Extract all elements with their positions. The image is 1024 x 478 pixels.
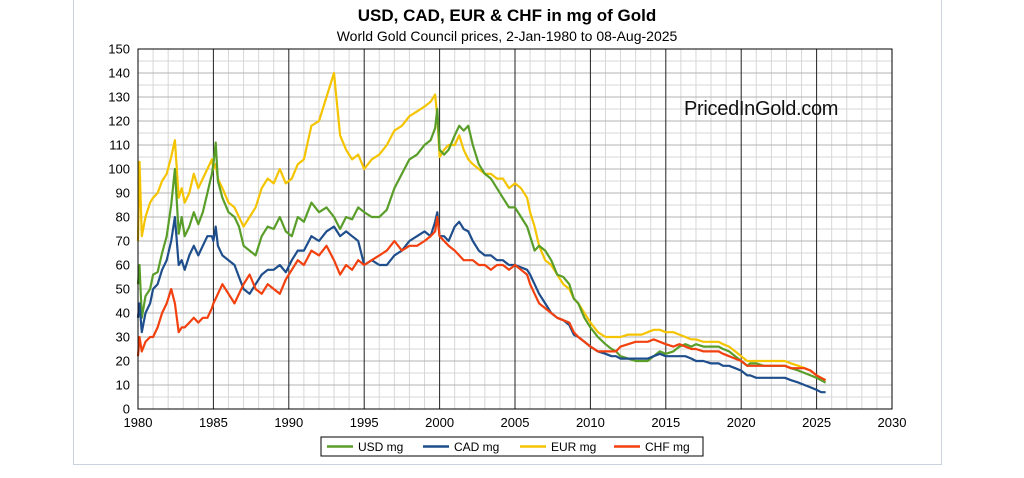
x-tick-label: 2010 bbox=[576, 415, 605, 430]
y-tick-label: 150 bbox=[108, 42, 130, 57]
series-line-chf-mg bbox=[136, 215, 827, 382]
y-tick-label: 20 bbox=[116, 354, 130, 369]
legend: USD mg CAD mg EUR mg CHF mg bbox=[320, 436, 704, 457]
y-tick-label: 10 bbox=[116, 378, 130, 393]
x-tick-label: 1995 bbox=[350, 415, 379, 430]
legend-label: EUR mg bbox=[551, 440, 596, 454]
x-tick-label: 2015 bbox=[651, 415, 680, 430]
y-tick-label: 130 bbox=[108, 90, 130, 105]
plot-border bbox=[137, 48, 893, 410]
y-tick-label: 50 bbox=[116, 282, 130, 297]
series-layer bbox=[136, 71, 827, 394]
chart-subtitle: World Gold Council prices, 2-Jan-1980 to… bbox=[337, 28, 678, 44]
series-line-cad-mg bbox=[136, 211, 826, 394]
watermark: PricedInGold.com bbox=[684, 98, 838, 120]
y-tick-label: 90 bbox=[116, 186, 130, 201]
legend-label: USD mg bbox=[358, 440, 403, 454]
y-tick-label: 30 bbox=[116, 330, 130, 345]
chart-title: USD, CAD, EUR & CHF in mg of Gold bbox=[358, 6, 656, 25]
series-line-usd-mg bbox=[136, 107, 827, 384]
x-tick-label: 2005 bbox=[501, 415, 530, 430]
y-tick-label: 80 bbox=[116, 210, 130, 225]
axes: 1980 1985 1990 1995 2000 2005 2010 2015 2020 2025… bbox=[108, 42, 906, 431]
y-tick-label: 140 bbox=[108, 66, 130, 81]
y-tick-label: 100 bbox=[108, 162, 130, 177]
x-tick-label: 2030 bbox=[878, 415, 907, 430]
series-line-eur-mg bbox=[136, 71, 827, 382]
x-tick-label: 2025 bbox=[802, 415, 831, 430]
y-tick-label: 60 bbox=[116, 258, 130, 273]
y-tick-label: 120 bbox=[108, 114, 130, 129]
grid bbox=[138, 49, 892, 409]
legend-label: CHF mg bbox=[645, 440, 690, 454]
x-tick-label: 1980 bbox=[124, 415, 153, 430]
x-tick-label: 2000 bbox=[425, 415, 454, 430]
x-tick-label: 2020 bbox=[727, 415, 756, 430]
y-tick-label: 40 bbox=[116, 306, 130, 321]
y-tick-label: 0 bbox=[123, 402, 130, 417]
y-tick-label: 70 bbox=[116, 234, 130, 249]
x-tick-label: 1985 bbox=[199, 415, 228, 430]
y-tick-label: 110 bbox=[109, 138, 130, 153]
legend-label: CAD mg bbox=[454, 440, 499, 454]
x-tick-label: 1990 bbox=[274, 415, 303, 430]
legend-box bbox=[320, 436, 704, 457]
